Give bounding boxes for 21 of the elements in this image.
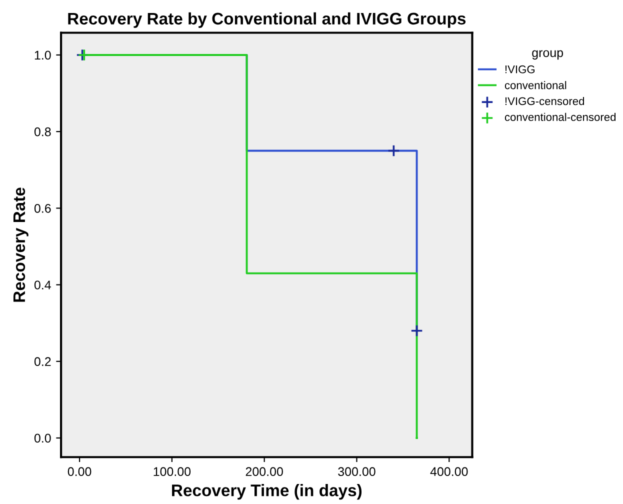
legend-label: conventional-censored [504, 112, 616, 122]
x-tick-label: 0.00 [68, 467, 92, 476]
y-tick-label: 0.0 [34, 434, 51, 443]
point [410, 324, 424, 338]
y-tick-label: 0.8 [34, 127, 51, 136]
x-tick-label: 100.00 [154, 467, 191, 476]
legend-label: !VIGG [505, 65, 534, 74]
legend-title: group [532, 50, 564, 60]
x-tick-label: 300.00 [338, 467, 376, 476]
y-tick-label: 0.4 [34, 280, 51, 290]
x-axis-title: Recovery Time (in days) [172, 484, 362, 500]
x-tick-label: 200.00 [246, 467, 283, 476]
point [387, 144, 400, 158]
y-tick-label: 1.0 [34, 50, 51, 60]
y-tick-label: 0.2 [34, 357, 51, 366]
x-tick-label: 400.00 [430, 467, 468, 476]
legend-label: conventional [504, 81, 566, 90]
chart-title: Recovery Rate by Conventional and IVIGG Groups [68, 12, 466, 28]
y-axis-title: Recovery Rate [13, 188, 28, 302]
y-tick-label: 0.6 [34, 204, 51, 213]
legend-label: !VIGG-censored [505, 96, 584, 106]
